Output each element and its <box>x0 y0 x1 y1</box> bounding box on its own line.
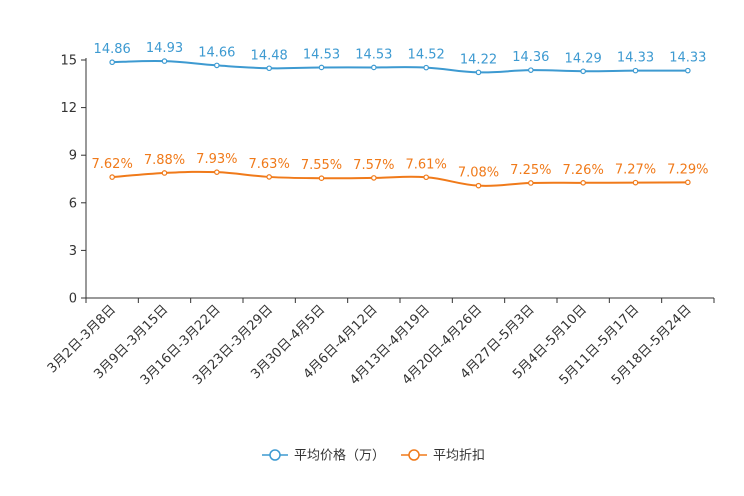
legend-label: 平均价格（万） <box>294 448 385 464</box>
y-tick-label: 6 <box>69 196 77 211</box>
data-label: 7.62% <box>92 157 133 172</box>
data-point <box>423 64 429 71</box>
data-point <box>266 65 272 72</box>
data-point <box>214 62 220 69</box>
data-label: 14.48 <box>251 48 288 63</box>
data-label: 14.53 <box>355 47 392 62</box>
legend: 平均价格（万） 平均折扣 <box>262 448 485 464</box>
series-1: 14.86 14.93 14.66 14.48 14.53 14.53 14.52 14.22… <box>94 41 706 76</box>
y-tick-label: 3 <box>69 244 77 259</box>
data-point <box>109 59 115 66</box>
data-point <box>161 170 168 176</box>
data-label: 7.08% <box>458 166 499 181</box>
data-point <box>685 67 691 74</box>
data-label: 14.86 <box>94 42 131 57</box>
data-point <box>632 67 639 74</box>
data-label: 7.25% <box>510 163 551 178</box>
y-tick-label: 0 <box>69 292 77 307</box>
legend-item-1[interactable]: 平均价格（万） <box>262 448 385 464</box>
y-tick-label: 12 <box>60 101 77 116</box>
data-label: 14.52 <box>408 48 445 63</box>
data-point <box>475 182 482 189</box>
data-label: 7.93% <box>196 152 237 167</box>
data-label: 14.36 <box>512 50 549 65</box>
data-label: 7.61% <box>406 157 447 172</box>
data-point <box>685 179 691 186</box>
data-point <box>318 175 325 182</box>
data-point <box>214 169 220 175</box>
data-point <box>371 175 377 181</box>
legend-item-2[interactable]: 平均折扣 <box>401 449 485 464</box>
series-2: 7.62% 7.88% 7.93% 7.63% 7.55% 7.57% 7.61% 7.08%… <box>92 152 708 189</box>
data-label: 7.63% <box>249 157 290 172</box>
data-point <box>632 179 639 186</box>
data-point <box>580 68 586 75</box>
data-label: 14.33 <box>669 51 706 66</box>
data-point <box>580 180 586 186</box>
data-label: 7.57% <box>353 158 394 173</box>
legend-swatch-marker <box>408 449 420 461</box>
data-label: 14.66 <box>198 45 235 60</box>
data-point <box>475 69 482 76</box>
series-line <box>112 59 688 74</box>
data-point <box>423 174 429 181</box>
series-line <box>112 170 688 187</box>
data-label: 7.26% <box>563 163 604 178</box>
data-label: 7.88% <box>144 153 185 168</box>
data-label: 7.29% <box>667 162 708 177</box>
data-point <box>318 64 325 71</box>
data-label: 14.29 <box>565 51 602 66</box>
data-label: 14.53 <box>303 47 340 62</box>
data-point <box>161 58 168 64</box>
data-point <box>528 67 534 73</box>
data-point <box>528 180 534 186</box>
data-label: 14.22 <box>460 52 497 67</box>
axes: 036912153月2日-3月8日3月9日-3月15日3月16日-3月22日3月… <box>45 54 715 388</box>
series-layer: 14.86 14.93 14.66 14.48 14.53 14.53 14.52 14.22… <box>92 41 708 189</box>
data-point <box>371 64 377 71</box>
data-point <box>266 174 272 180</box>
y-tick-label: 9 <box>69 149 77 164</box>
y-tick-label: 15 <box>60 54 77 69</box>
data-label: 7.55% <box>301 158 342 173</box>
legend-label: 平均折扣 <box>433 449 485 464</box>
data-label: 7.27% <box>615 163 656 178</box>
legend-swatch-marker <box>269 449 281 461</box>
data-label: 14.93 <box>146 41 183 56</box>
data-label: 14.33 <box>617 51 654 66</box>
data-point <box>109 174 115 180</box>
